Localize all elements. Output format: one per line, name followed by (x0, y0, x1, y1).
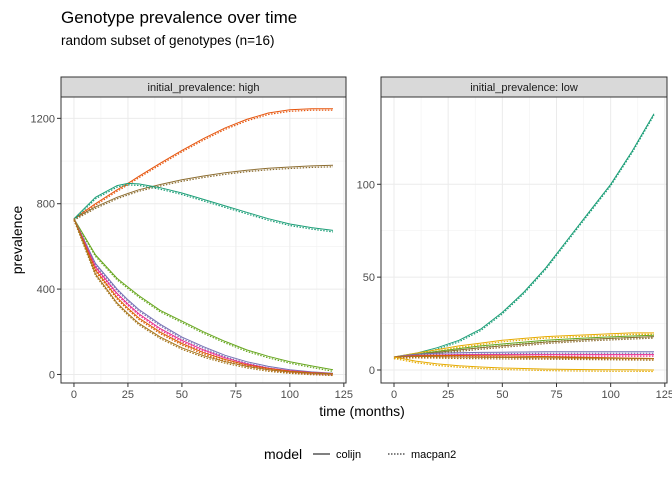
y-tick-label: 0 (49, 369, 55, 381)
panel-border (60, 96, 347, 384)
series-line-colijn (393, 356, 655, 371)
x-tick-label: 50 (176, 389, 188, 401)
legend-label: macpan2 (411, 449, 456, 461)
series-line-colijn (393, 355, 655, 360)
legend-title: model (264, 446, 302, 462)
chart-title: Genotype prevalence over time (61, 8, 298, 27)
x-tick-label: 100 (281, 389, 299, 401)
series-line-colijn (73, 218, 334, 375)
series-line-macpan2 (393, 357, 655, 373)
x-tick-label: 50 (496, 389, 508, 401)
series-line-macpan2 (393, 357, 655, 361)
series-line-colijn (73, 164, 334, 220)
panel-border (380, 96, 668, 384)
series-line-macpan2 (73, 219, 334, 377)
chart-subtitle: random subset of genotypes (n=16) (61, 33, 275, 48)
series-line-colijn (73, 218, 334, 371)
series-line-macpan2 (73, 184, 334, 233)
series-line-colijn (393, 351, 654, 358)
series-line-colijn (393, 336, 655, 358)
y-tick-label: 400 (37, 284, 55, 296)
x-tick-label: 75 (550, 389, 562, 401)
x-tick-label: 75 (230, 389, 242, 401)
x-tick-label: 0 (391, 389, 397, 401)
series-line-colijn (73, 108, 333, 220)
facet-strip-label: initial_prevalence: low (470, 82, 578, 94)
y-tick-label: 100 (357, 179, 375, 191)
x-axis-title: time (months) (319, 403, 405, 419)
series-line-macpan2 (73, 219, 334, 376)
series-line-colijn (393, 113, 655, 358)
series-line-colijn (393, 355, 655, 359)
series-line-colijn (73, 218, 334, 374)
y-axis-title: prevalence (9, 206, 25, 275)
series-line-macpan2 (73, 109, 333, 221)
series-line-colijn (393, 332, 654, 358)
x-tick-label: 125 (335, 389, 353, 401)
x-tick-label: 25 (442, 389, 454, 401)
legend-label: colijn (336, 449, 361, 461)
x-tick-label: 100 (601, 389, 619, 401)
x-tick-label: 25 (122, 389, 134, 401)
y-tick-label: 1200 (31, 113, 55, 125)
series-line-colijn (73, 218, 334, 375)
y-tick-label: 50 (363, 272, 375, 284)
series-line-colijn (73, 218, 334, 375)
series-line-macpan2 (73, 166, 334, 221)
x-tick-label: 125 (656, 389, 672, 401)
y-tick-label: 0 (369, 365, 375, 377)
facet-strip-label: initial_prevalence: high (148, 82, 260, 94)
series-line-colijn (393, 334, 655, 358)
y-tick-label: 800 (37, 199, 55, 211)
series-line-macpan2 (393, 114, 655, 360)
series-line-macpan2 (73, 219, 334, 372)
x-tick-label: 0 (71, 389, 77, 401)
series-line-colijn (73, 182, 334, 231)
